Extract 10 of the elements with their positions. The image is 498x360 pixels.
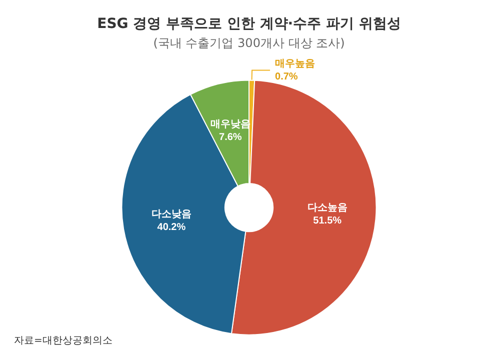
data-label: 40.2%: [157, 222, 186, 233]
data-label: 7.6%: [218, 132, 242, 144]
data-label: 0.7%: [275, 71, 298, 82]
chart-title: ESG 경영 부족으로 인한 계약·수주 파기 위험성: [97, 16, 401, 32]
text: 자료=대한상공회의소: [14, 336, 112, 346]
chart-subtitle: (국내 수출기업 300개사 대상 조사): [153, 36, 345, 50]
slice-label: 매우높음: [275, 58, 316, 70]
slice-label: 다소낮음: [151, 208, 192, 220]
slice-label: 다소높음: [307, 202, 348, 214]
data-label: 51.5%: [313, 216, 342, 227]
